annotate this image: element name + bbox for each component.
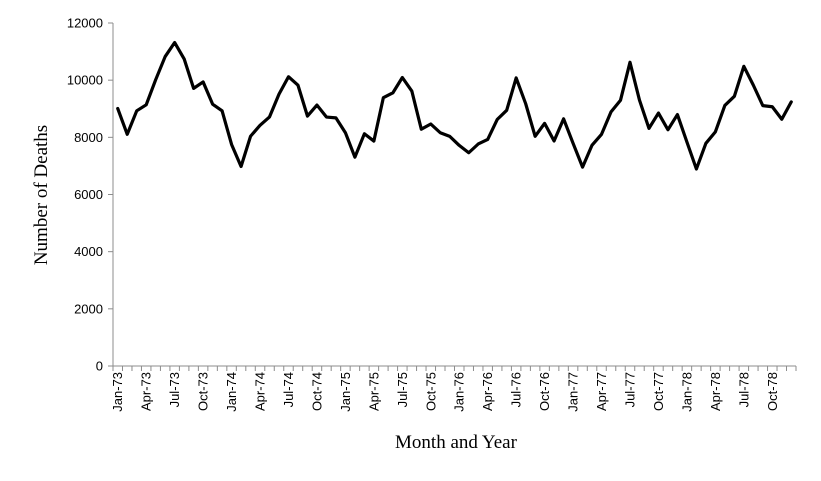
x-tick-label: Jan-78 bbox=[679, 372, 694, 412]
x-tick-label: Jul-73 bbox=[167, 372, 182, 407]
x-tick-label: Jan-75 bbox=[338, 372, 353, 412]
y-tick-label: 0 bbox=[96, 359, 103, 374]
x-tick-label: Apr-78 bbox=[708, 372, 723, 411]
y-tick-label: 12000 bbox=[67, 16, 103, 31]
y-tick-label: 6000 bbox=[74, 187, 103, 202]
y-tick-label: 8000 bbox=[74, 130, 103, 145]
x-tick-label: Jul-76 bbox=[509, 372, 524, 407]
x-tick-label: Apr-76 bbox=[480, 372, 495, 411]
y-axis-title: Number of Deaths bbox=[31, 125, 52, 265]
x-tick-label: Oct-77 bbox=[651, 372, 666, 411]
series-group bbox=[116, 40, 793, 171]
x-tick-label: Apr-77 bbox=[594, 372, 609, 411]
x-tick-label: Jan-77 bbox=[566, 372, 581, 412]
x-tick-label: Jul-77 bbox=[622, 372, 637, 407]
x-tick-label: Jul-78 bbox=[736, 372, 751, 407]
x-tick-label: Oct-76 bbox=[537, 372, 552, 411]
x-tick-label: Jul-74 bbox=[281, 372, 296, 407]
y-axis: 0 2000 4000 6000 8000 10000 12000 bbox=[67, 16, 114, 374]
x-tick-label: Jan-74 bbox=[224, 372, 239, 412]
y-tick-label: 10000 bbox=[67, 73, 103, 88]
series-line-0 bbox=[116, 40, 793, 171]
x-tick-label: Jan-73 bbox=[110, 372, 125, 412]
x-axis: Jan-73 Apr-73 Jul-73 Oct-73 Jan-74 Apr-74 Jul-… bbox=[110, 365, 797, 412]
x-tick-label: Oct-75 bbox=[423, 372, 438, 411]
x-tick-label: Oct-78 bbox=[765, 372, 780, 411]
y-tick-label: 2000 bbox=[74, 301, 103, 316]
y-tick-label: 4000 bbox=[74, 244, 103, 259]
x-tick-label: Apr-73 bbox=[139, 372, 154, 411]
x-tick-label: Jan-76 bbox=[452, 372, 467, 412]
x-tick-label: Oct-73 bbox=[196, 372, 211, 411]
x-tick-label: Apr-75 bbox=[366, 372, 381, 411]
x-tick-label: Apr-74 bbox=[253, 372, 268, 411]
x-tick-label: Oct-74 bbox=[309, 372, 324, 411]
x-axis-title: Month and Year bbox=[395, 432, 518, 453]
x-tick-label: Jul-75 bbox=[395, 372, 410, 407]
